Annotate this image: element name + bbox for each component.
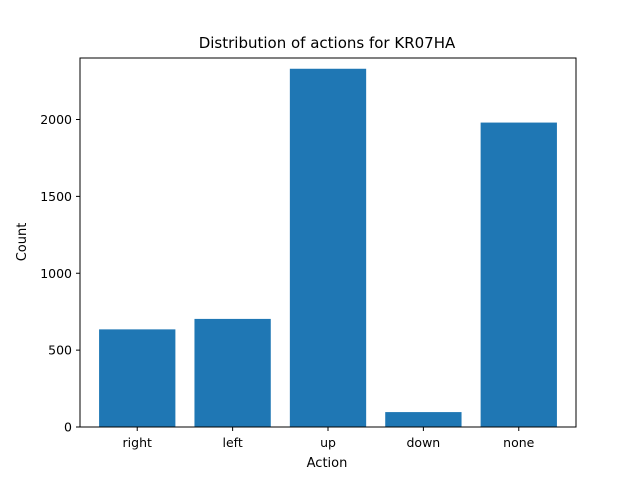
- bar-right: [99, 329, 176, 427]
- x-tick-label: up: [320, 435, 336, 450]
- bar-down: [385, 412, 462, 427]
- x-tick-label: left: [222, 435, 242, 450]
- chart-title: Distribution of actions for KR07HA: [199, 34, 456, 52]
- x-axis-ticks: right left up down none: [123, 427, 535, 450]
- bar-up: [289, 68, 367, 427]
- y-tick-label: 2000: [40, 112, 72, 127]
- plot-frame: [79, 57, 577, 428]
- bar-left: [194, 318, 271, 427]
- y-tick-label: 0: [64, 420, 72, 435]
- y-axis-label: Count: [15, 223, 30, 262]
- x-tick-label: right: [123, 435, 152, 450]
- x-axis-label: Action: [307, 456, 348, 471]
- x-tick-label: none: [503, 435, 534, 450]
- y-tick-label: 1500: [40, 189, 72, 204]
- x-tick-label: down: [407, 435, 441, 450]
- y-tick-label: 500: [48, 343, 72, 358]
- y-tick-label: 1000: [40, 266, 72, 281]
- bars-layer: [99, 68, 557, 427]
- y-axis-ticks: 0 500 1000 1500 2000: [40, 112, 80, 435]
- bar-none: [480, 122, 557, 427]
